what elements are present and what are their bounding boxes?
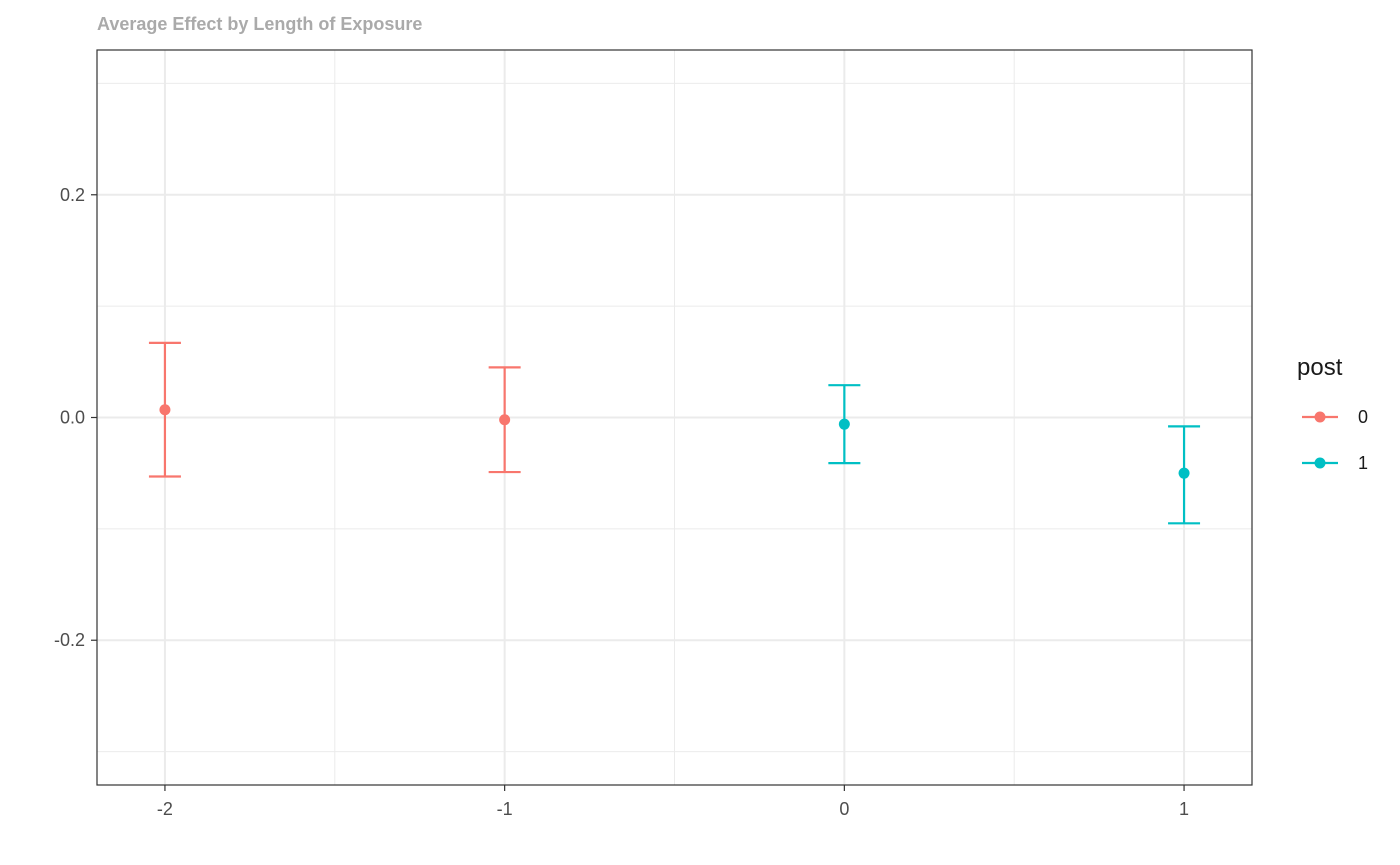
series	[148, 341, 1201, 525]
data-point	[499, 414, 511, 426]
x-tick-label: 0	[839, 799, 849, 819]
legend-entry: 1	[1302, 453, 1368, 473]
error-bar-group	[148, 341, 181, 478]
axes: -0.2 0.0 0.2 -2 -1 0 1	[54, 185, 1189, 819]
error-bar-group	[488, 366, 521, 474]
y-tick-label: 0.2	[60, 185, 85, 205]
x-tick-label: -1	[497, 799, 513, 819]
legend-label: 1	[1358, 453, 1368, 473]
legend: post 0 1	[1297, 354, 1368, 473]
error-bar-group	[828, 384, 861, 465]
legend-key-point	[1314, 457, 1326, 469]
y-tick-label: 0.0	[60, 408, 85, 428]
data-point	[1178, 467, 1190, 479]
y-tick-label: -0.2	[54, 630, 85, 650]
chart-title: Average Effect by Length of Exposure	[97, 14, 422, 34]
x-tick-label: 1	[1179, 799, 1189, 819]
grid	[97, 50, 1252, 785]
legend-key-point	[1314, 411, 1326, 423]
legend-label: 0	[1358, 407, 1368, 427]
x-tick-label: -2	[157, 799, 173, 819]
legend-entry: 0	[1302, 407, 1368, 427]
error-bar-group	[1168, 425, 1201, 525]
legend-title: post	[1297, 354, 1343, 381]
data-point	[159, 404, 171, 416]
data-point	[838, 418, 850, 430]
